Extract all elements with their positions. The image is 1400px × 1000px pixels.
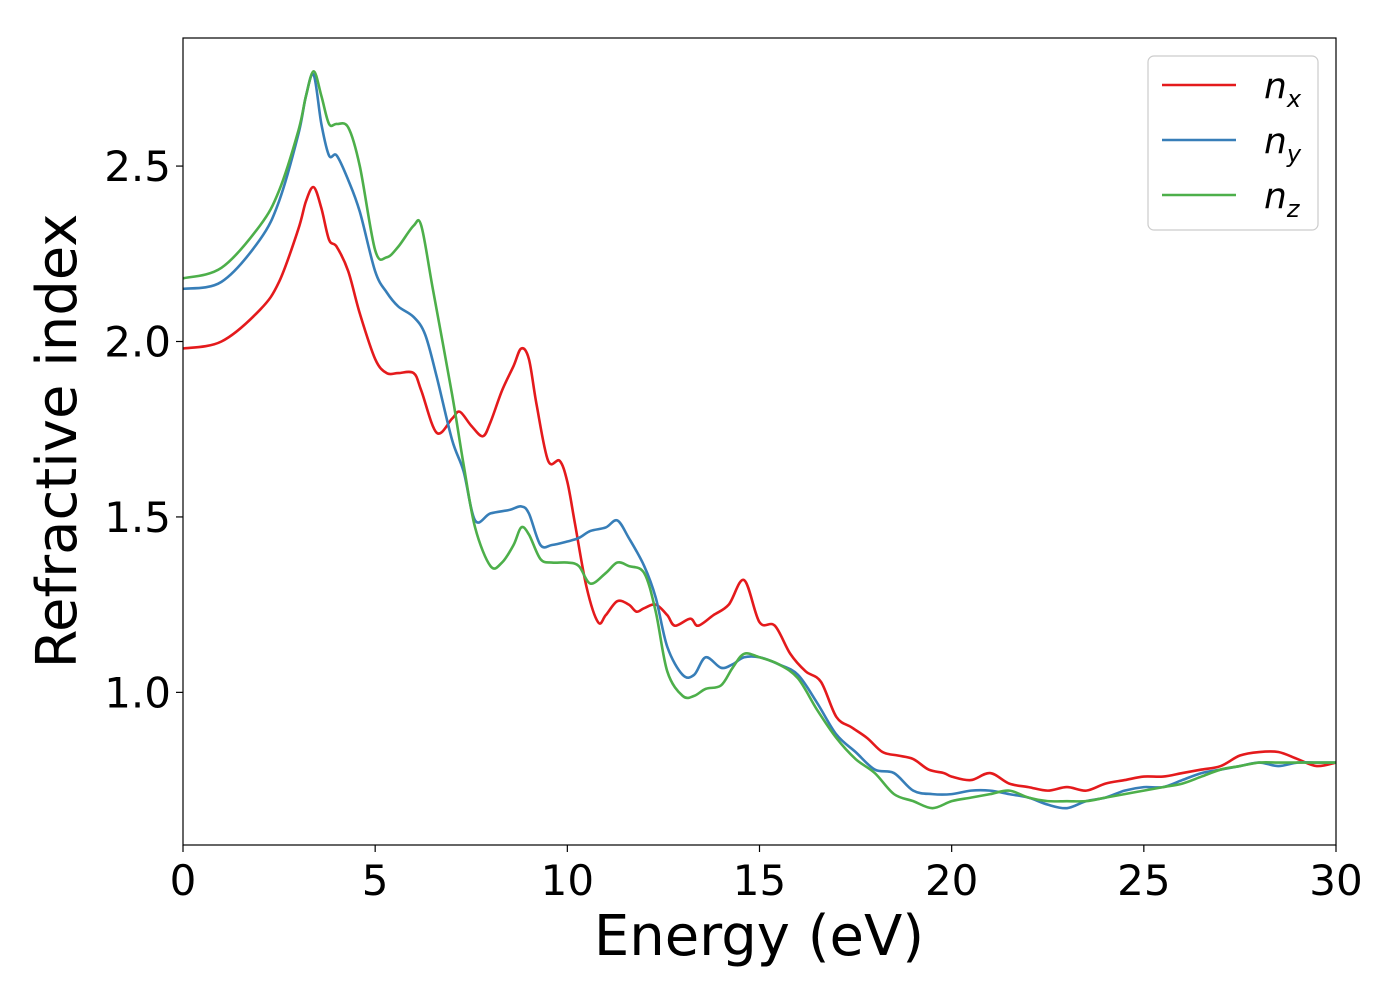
y-tick-label: 2.5 [104,142,171,191]
series-line-z [182,70,1336,810]
x-axis-ticks: 0 5 10 15 20 25 30 [170,845,1363,905]
x-tick-label: 25 [1117,856,1170,905]
x-axis-label: Energy (eV) [594,904,924,969]
y-tick-label: 1.0 [104,668,171,717]
x-tick-label: 0 [170,856,197,905]
y-axis-label: Refractive index [25,214,90,669]
y-tick-label: 2.0 [104,318,171,367]
series-layer [182,70,1337,810]
y-tick-label: 1.5 [104,493,171,542]
legend-label-z: nz [1264,176,1301,223]
x-tick-label: 5 [362,856,389,905]
x-tick-label: 10 [541,856,594,905]
legend-label-y: ny [1264,121,1302,168]
y-axis-ticks: 1.0 1.5 2.0 2.5 [104,142,183,717]
series-line-x [182,185,1337,792]
legend-label-x: nx [1264,66,1302,113]
legend: nx ny nz [1147,55,1319,231]
x-tick-label: 30 [1309,856,1362,905]
x-tick-label: 20 [925,856,978,905]
plot-background [183,38,1336,845]
x-tick-label: 15 [733,856,786,905]
legend-box [1147,55,1319,231]
